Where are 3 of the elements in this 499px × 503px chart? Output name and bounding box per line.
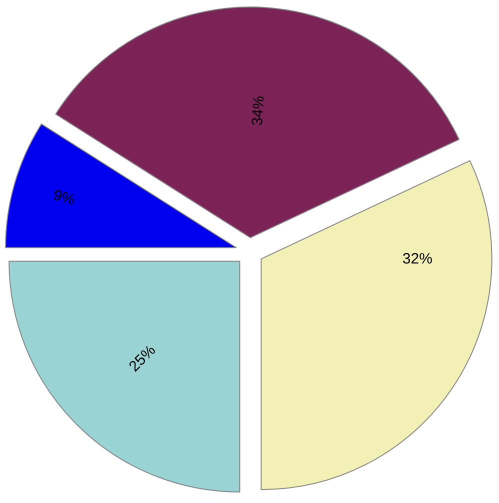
data-label: 32%: [402, 250, 432, 268]
data-label: 9%: [51, 186, 77, 209]
data-label: 34%: [248, 95, 268, 126]
